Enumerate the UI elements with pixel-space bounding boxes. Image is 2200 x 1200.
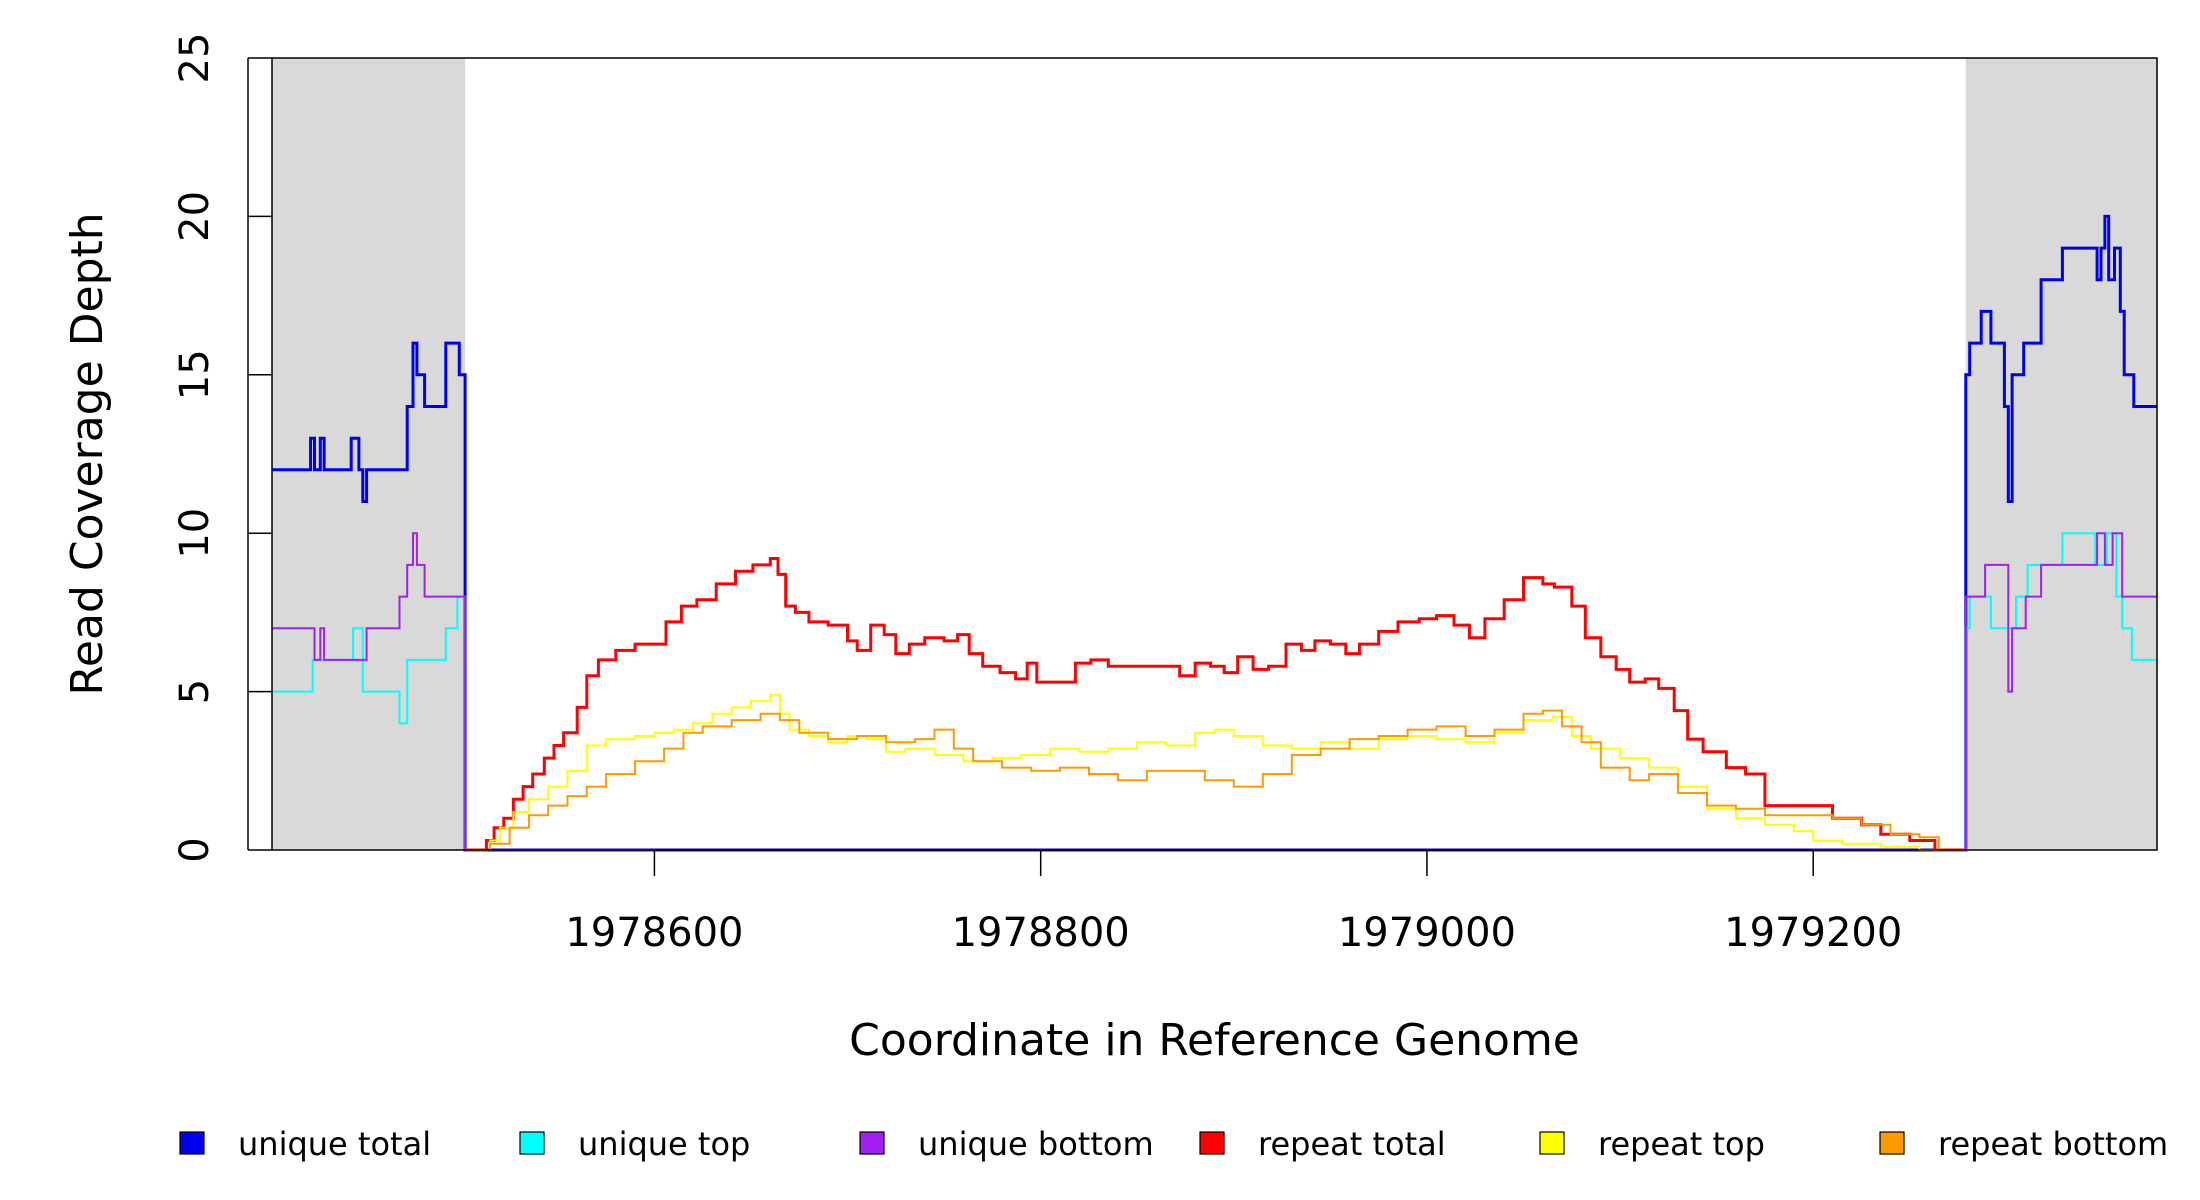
series-repeat-bottom: [465, 709, 1966, 851]
y-tick-label: 10: [172, 508, 218, 559]
shaded-region-layer: [272, 58, 2157, 850]
x-tick-label: 1979000: [1338, 910, 1516, 956]
shaded-region-2: [1965, 58, 2157, 850]
y-tick-label: 5: [172, 679, 218, 704]
legend-label-repeat-bottom: repeat bottom: [1938, 1125, 2168, 1163]
legend-swatch-repeat-total: [1199, 1131, 1225, 1155]
legend-label-unique-bottom: unique bottom: [918, 1125, 1154, 1163]
y-tick-label: 0: [172, 837, 218, 862]
legend-label-repeat-total: repeat total: [1258, 1125, 1446, 1163]
y-tick-label: 20: [172, 191, 218, 242]
legend-label-unique-total: unique total: [238, 1125, 431, 1163]
x-tick-label: 1978800: [952, 910, 1130, 956]
y-axis: 0 5 10 15 20 25: [172, 33, 272, 863]
legend-swatch-unique-total: [179, 1131, 205, 1155]
series-unique-bottom: [272, 532, 2157, 851]
x-tick-label: 1978600: [565, 910, 743, 956]
legend: unique total unique top unique bottom repea…: [179, 1125, 2168, 1163]
series-unique-total: [272, 214, 2157, 852]
y-tick-label: 25: [172, 33, 218, 84]
x-axis-label: Coordinate in Reference Genome: [849, 1015, 1580, 1066]
shaded-region-1: [272, 58, 466, 850]
series-unique-top: [272, 532, 2157, 851]
legend-swatch-unique-top: [519, 1131, 545, 1155]
series-layer: [272, 214, 2157, 852]
series-repeat-total: [465, 557, 1966, 852]
x-tick-label: 1979200: [1724, 910, 1902, 956]
x-axis: 1978600 1978800 1979000 1979200: [565, 849, 1902, 956]
legend-swatch-unique-bottom: [859, 1131, 885, 1155]
legend-label-unique-top: unique top: [578, 1125, 750, 1163]
legend-swatch-repeat-bottom: [1879, 1131, 1905, 1155]
y-axis-label: Read Coverage Depth: [62, 212, 113, 695]
legend-swatch-repeat-top: [1539, 1131, 1565, 1155]
y-tick-label: 15: [172, 349, 218, 400]
legend-label-repeat-top: repeat top: [1598, 1125, 1765, 1163]
series-repeat-top: [465, 693, 1966, 851]
